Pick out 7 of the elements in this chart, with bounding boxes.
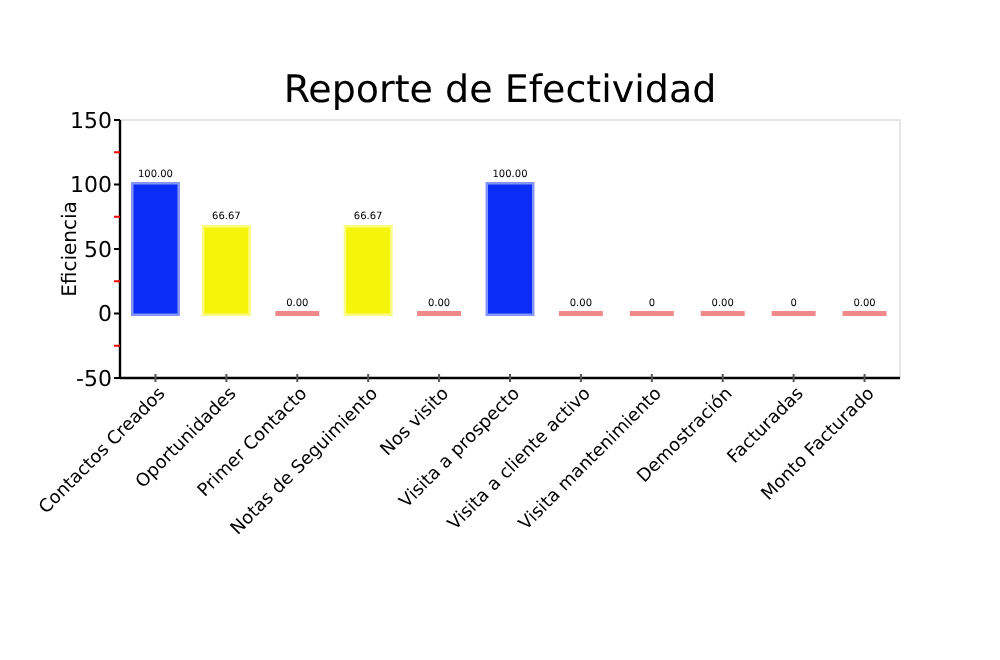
y-tick-label: -50 xyxy=(76,365,112,392)
y-tick-label: 0 xyxy=(98,301,112,328)
chart-title: Reporte de Efectividad xyxy=(283,68,717,112)
y-axis-title: Eficiencia xyxy=(60,201,82,297)
y-tick-label: 100 xyxy=(70,172,112,199)
y-tick-label: 50 xyxy=(84,236,112,263)
y-tick-label: 150 xyxy=(70,107,112,134)
